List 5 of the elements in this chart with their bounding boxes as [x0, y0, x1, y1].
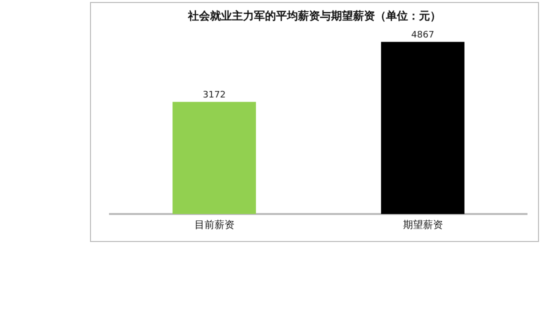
data-label: 4867	[411, 30, 434, 41]
chart-title: 社会就业主力军的平均薪资与期望薪资（单位：元）	[187, 9, 441, 22]
x-tick-label: 目前薪资	[194, 218, 234, 231]
data-label: 3172	[202, 90, 226, 101]
x-tick-label: 期望薪资	[402, 218, 443, 231]
